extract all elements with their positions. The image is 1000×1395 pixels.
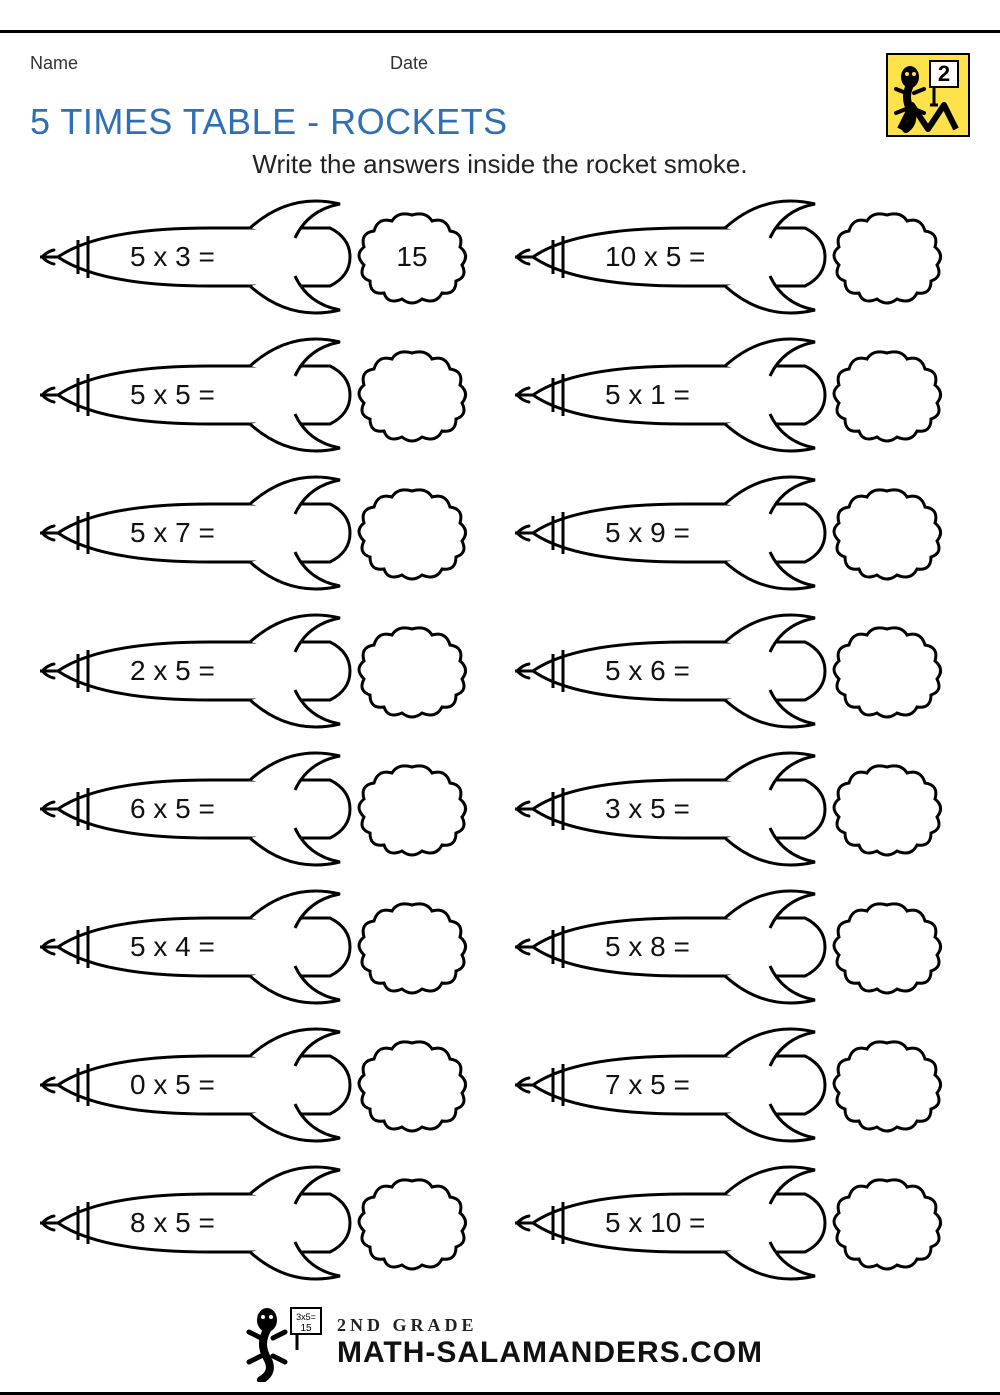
smoke-cloud — [352, 483, 472, 583]
answer-text — [827, 621, 947, 721]
problem-text: 8 x 5 = — [130, 1207, 215, 1239]
answer-text — [827, 759, 947, 859]
answer-text — [352, 759, 472, 859]
smoke-cloud — [827, 345, 947, 445]
problem-text: 10 x 5 = — [605, 241, 705, 273]
problem-item: 5 x 1 = — [515, 336, 960, 454]
answer-text: 15 — [352, 207, 472, 307]
problem-text: 5 x 8 = — [605, 931, 690, 963]
name-label: Name — [30, 53, 390, 74]
smoke-cloud — [827, 483, 947, 583]
smoke-cloud — [827, 759, 947, 859]
answer-text — [827, 345, 947, 445]
rocket-icon: 0 x 5 = — [40, 1026, 360, 1144]
problem-text: 5 x 6 = — [605, 655, 690, 687]
smoke-cloud — [827, 207, 947, 307]
problem-item: 5 x 9 = — [515, 474, 960, 592]
rocket-icon: 5 x 6 = — [515, 612, 835, 730]
smoke-cloud — [827, 897, 947, 997]
problem-item: 6 x 5 = — [40, 750, 485, 868]
instruction-text: Write the answers inside the rocket smok… — [30, 149, 970, 180]
rocket-icon: 5 x 7 = — [40, 474, 360, 592]
rocket-icon: 2 x 5 = — [40, 612, 360, 730]
answer-text — [352, 483, 472, 583]
problem-text: 6 x 5 = — [130, 793, 215, 825]
rocket-icon: 5 x 3 = — [40, 198, 360, 316]
problem-text: 5 x 5 = — [130, 379, 215, 411]
problems-grid: 5 x 3 = 15 10 x 5 = 5 x 5 = 5 x 1 = 5 x 7 = 5 … — [30, 198, 970, 1282]
answer-text — [827, 1173, 947, 1273]
smoke-cloud — [827, 621, 947, 721]
rocket-icon: 10 x 5 = — [515, 198, 835, 316]
problem-text: 5 x 7 = — [130, 517, 215, 549]
problem-item: 2 x 5 = — [40, 612, 485, 730]
problem-item: 5 x 5 = — [40, 336, 485, 454]
smoke-cloud — [352, 1035, 472, 1135]
answer-text — [352, 1035, 472, 1135]
rocket-icon: 5 x 8 = — [515, 888, 835, 1006]
answer-text — [352, 897, 472, 997]
problem-item: 5 x 4 = — [40, 888, 485, 1006]
answer-text — [827, 1035, 947, 1135]
answer-text — [827, 207, 947, 307]
footer-logo-icon: 3x5= 15 — [237, 1302, 327, 1382]
date-label: Date — [390, 53, 886, 74]
worksheet-page: Name Date 2 5 TIMES TABLE - ROCKETS Writ… — [0, 30, 1000, 1395]
problem-item: 5 x 3 = 15 — [40, 198, 485, 316]
problem-text: 5 x 3 = — [130, 241, 215, 273]
footer-site-text: MATH-SALAMANDERS.COM — [337, 1336, 763, 1370]
smoke-cloud — [352, 621, 472, 721]
logo-grade-number: 2 — [938, 61, 950, 86]
rocket-icon: 5 x 9 = — [515, 474, 835, 592]
rocket-icon: 7 x 5 = — [515, 1026, 835, 1144]
problem-item: 10 x 5 = — [515, 198, 960, 316]
problem-item: 5 x 8 = — [515, 888, 960, 1006]
smoke-cloud — [352, 345, 472, 445]
problem-item: 3 x 5 = — [515, 750, 960, 868]
smoke-cloud: 15 — [352, 207, 472, 307]
smoke-cloud — [352, 759, 472, 859]
problem-text: 2 x 5 = — [130, 655, 215, 687]
svg-text:15: 15 — [300, 1323, 312, 1334]
rocket-icon: 5 x 1 = — [515, 336, 835, 454]
footer-grade-text: 2ND GRADE — [337, 1315, 763, 1336]
answer-text — [352, 621, 472, 721]
problem-text: 3 x 5 = — [605, 793, 690, 825]
smoke-cloud — [352, 1173, 472, 1273]
rocket-icon: 5 x 4 = — [40, 888, 360, 1006]
rocket-icon: 8 x 5 = — [40, 1164, 360, 1282]
rocket-icon: 5 x 5 = — [40, 336, 360, 454]
answer-text — [827, 897, 947, 997]
answer-text — [352, 345, 472, 445]
answer-text — [827, 483, 947, 583]
problem-text: 5 x 9 = — [605, 517, 690, 549]
problem-item: 5 x 7 = — [40, 474, 485, 592]
rocket-icon: 3 x 5 = — [515, 750, 835, 868]
footer: 3x5= 15 2ND GRADE MATH-SALAMANDERS.COM — [30, 1302, 970, 1382]
answer-text — [352, 1173, 472, 1273]
problem-text: 5 x 4 = — [130, 931, 215, 963]
problem-text: 5 x 10 = — [605, 1207, 705, 1239]
grade-logo: 2 — [886, 53, 970, 137]
smoke-cloud — [827, 1173, 947, 1273]
smoke-cloud — [352, 897, 472, 997]
problem-text: 5 x 1 = — [605, 379, 690, 411]
problem-item: 5 x 6 = — [515, 612, 960, 730]
rocket-icon: 6 x 5 = — [40, 750, 360, 868]
problem-text: 0 x 5 = — [130, 1069, 215, 1101]
worksheet-title: 5 TIMES TABLE - ROCKETS — [30, 101, 970, 143]
problem-item: 7 x 5 = — [515, 1026, 960, 1144]
svg-text:3x5=: 3x5= — [296, 1312, 316, 1322]
smoke-cloud — [827, 1035, 947, 1135]
rocket-icon: 5 x 10 = — [515, 1164, 835, 1282]
problem-item: 5 x 10 = — [515, 1164, 960, 1282]
problem-item: 8 x 5 = — [40, 1164, 485, 1282]
problem-item: 0 x 5 = — [40, 1026, 485, 1144]
problem-text: 7 x 5 = — [605, 1069, 690, 1101]
